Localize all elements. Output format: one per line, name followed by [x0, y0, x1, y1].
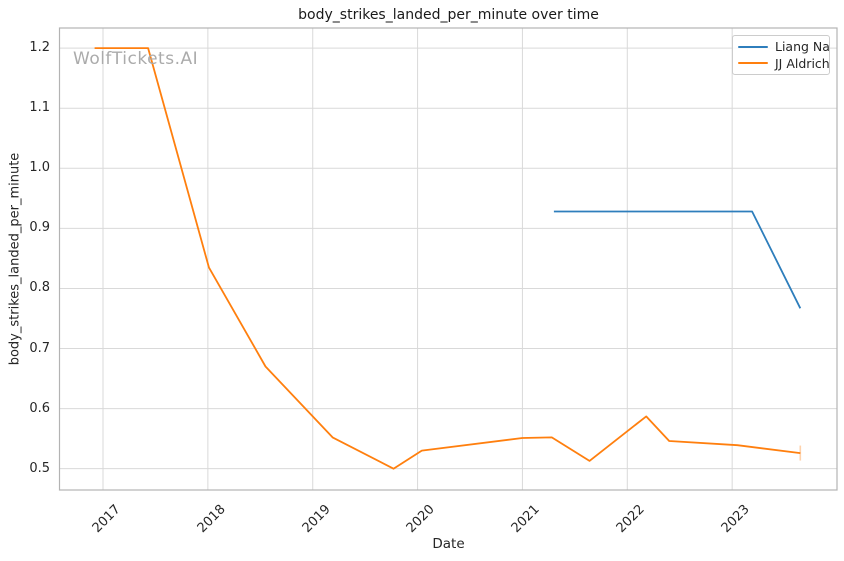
series-line-1	[94, 47, 801, 470]
y-tick-label: 1.0	[29, 160, 50, 176]
y-tick-label: 0.9	[29, 220, 50, 236]
series-line-0	[553, 210, 802, 309]
legend: Liang Na JJ Aldrich	[732, 35, 830, 75]
y-tick-label: 0.8	[29, 280, 50, 296]
x-axis-label: Date	[432, 536, 465, 552]
y-tick-label: 1.2	[29, 40, 50, 56]
y-tick-label: 0.7	[29, 340, 50, 356]
legend-item-jj-aldrich: JJ Aldrich	[738, 56, 830, 71]
legend-line-swatch-orange	[738, 61, 768, 65]
plot-border	[58, 27, 838, 491]
y-axis-label: body_strikes_landed_per_minute	[7, 152, 23, 366]
y-tick-label: 0.6	[29, 400, 50, 416]
y-tick-label: 1.1	[29, 100, 50, 116]
chart-title: body_strikes_landed_per_minute over time	[298, 7, 599, 23]
y-tick-label: 0.5	[29, 460, 50, 476]
legend-item-liang-na: Liang Na	[738, 39, 830, 54]
watermark: WolfTickets.AI	[73, 49, 199, 69]
legend-line-swatch-blue	[738, 45, 768, 49]
legend-label: JJ Aldrich	[775, 55, 830, 71]
legend-label: Liang Na	[775, 39, 830, 55]
